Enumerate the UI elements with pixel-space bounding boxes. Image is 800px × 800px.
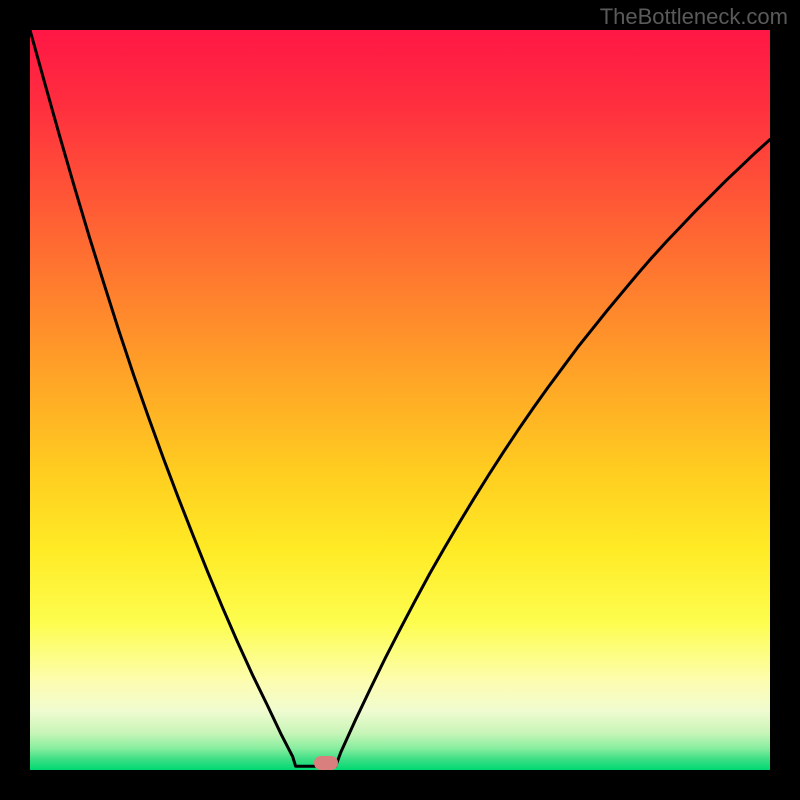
curve-svg bbox=[30, 30, 770, 770]
watermark-text: TheBottleneck.com bbox=[600, 4, 788, 30]
bottleneck-curve bbox=[30, 30, 770, 766]
cusp-marker bbox=[314, 756, 338, 770]
plot-area bbox=[30, 30, 770, 770]
chart-container: TheBottleneck.com bbox=[0, 0, 800, 800]
